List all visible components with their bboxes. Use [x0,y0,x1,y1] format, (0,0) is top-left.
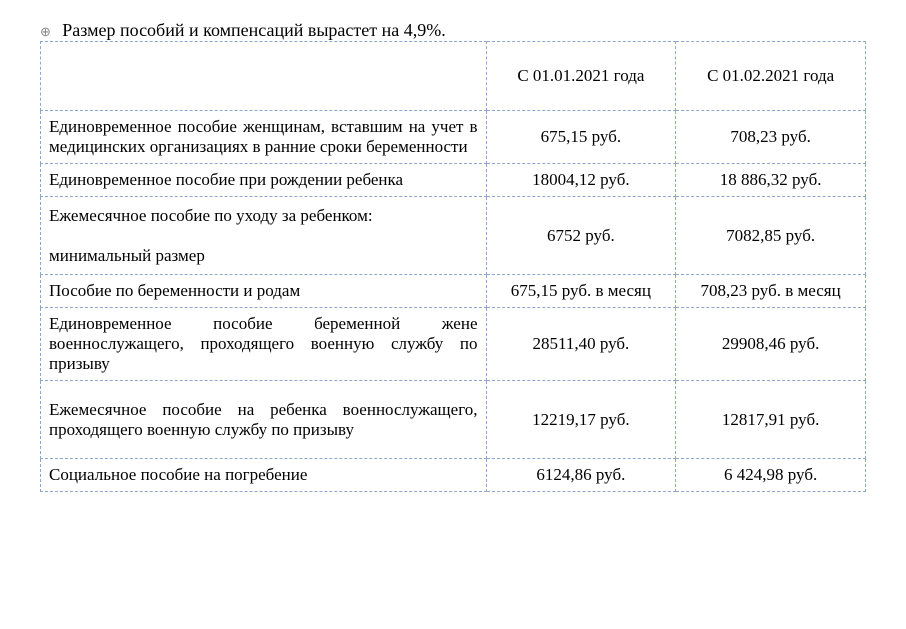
cell-v2: 29908,46 руб. [676,308,866,381]
cell-v1: 28511,40 руб. [486,308,676,381]
col-header-1: С 01.01.2021 года [486,42,676,111]
cell-desc: Единовременное пособие при рождении ребе… [41,164,487,197]
page-title: Размер пособий и компенсаций вырастет на… [62,20,446,40]
table-row: Единовременное пособие женщинам, вставши… [41,111,866,164]
cell-desc: Единовременное пособие женщинам, вставши… [41,111,487,164]
cell-v2: 12817,91 руб. [676,381,866,459]
cell-desc: Пособие по беременности и родам [41,275,487,308]
cell-v2: 708,23 руб. [676,111,866,164]
table-row: Единовременное пособие беременной жене в… [41,308,866,381]
anchor-marker: ⊕ [40,24,52,40]
table-row: Единовременное пособие при рождении ребе… [41,164,866,197]
cell-v2: 7082,85 руб. [676,197,866,275]
cell-desc: Социальное пособие на погребение [41,459,487,492]
table-body: Единовременное пособие женщинам, вставши… [41,111,866,492]
cell-v2: 6 424,98 руб. [676,459,866,492]
cell-v2: 708,23 руб. в месяц [676,275,866,308]
table-row: Ежемесячное пособие по уходу за ребенком… [41,197,866,275]
cell-desc: Ежемесячное пособие на ребенка военнослу… [41,381,487,459]
cell-v1: 6752 руб. [486,197,676,275]
cell-desc: Единовременное пособие беременной жене в… [41,308,487,381]
cell-desc: Ежемесячное пособие по уходу за ребенком… [41,197,487,275]
table-row: Ежемесячное пособие на ребенка военнослу… [41,381,866,459]
cell-v1: 12219,17 руб. [486,381,676,459]
cell-v1: 675,15 руб. в месяц [486,275,676,308]
cell-v2: 18 886,32 руб. [676,164,866,197]
benefits-table: С 01.01.2021 года С 01.02.2021 года Един… [40,41,866,492]
cell-v1: 6124,86 руб. [486,459,676,492]
col-header-2: С 01.02.2021 года [676,42,866,111]
cell-v1: 675,15 руб. [486,111,676,164]
table-header-row: С 01.01.2021 года С 01.02.2021 года [41,42,866,111]
table-row: Социальное пособие на погребение 6124,86… [41,459,866,492]
cell-v1: 18004,12 руб. [486,164,676,197]
col-header-empty [41,42,487,111]
table-row: Пособие по беременности и родам 675,15 р… [41,275,866,308]
